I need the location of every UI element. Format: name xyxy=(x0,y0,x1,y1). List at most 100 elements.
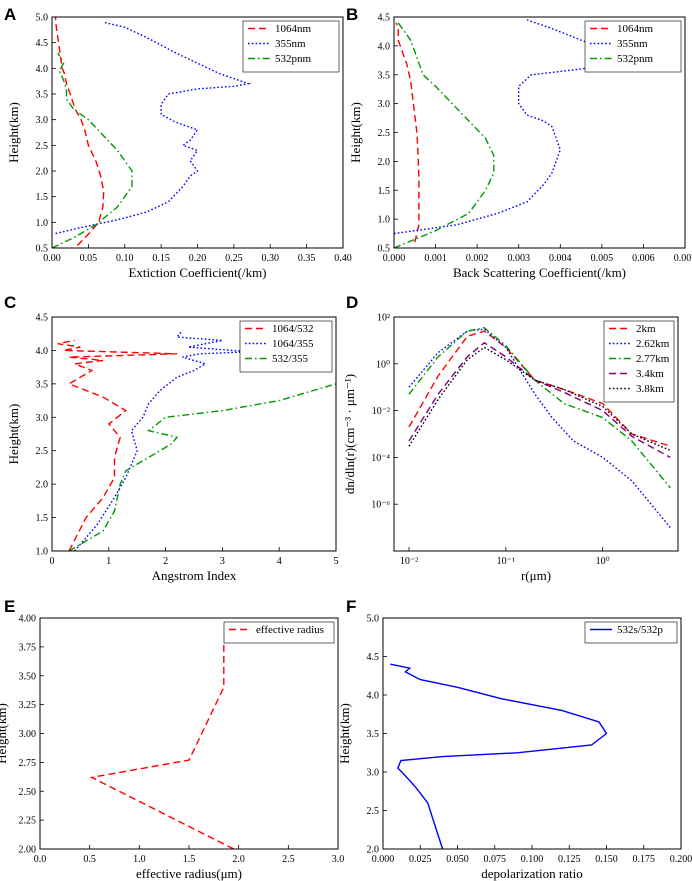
y-tick-label-a-3: 2.0 xyxy=(36,167,49,178)
legend-label-a-1: 355nm xyxy=(275,38,306,50)
y-tick-label-a-6: 3.5 xyxy=(36,90,49,101)
series-line-f-0 xyxy=(390,663,608,849)
chart-a: 0.00 0.05 0.10 0.15 0.20 0.25 0.30 0.35 0.40 0.5 1… xyxy=(6,13,352,281)
y-tick-label-b-4: 2.5 xyxy=(378,128,391,139)
x-tick-label-b-2: 0.002 xyxy=(466,253,489,264)
y-tick-label-a-7: 4.0 xyxy=(36,64,49,75)
legend-b xyxy=(584,20,682,73)
legend-label-b-1: 355nm xyxy=(617,38,648,50)
legend-label-c-0: 1064/532 xyxy=(272,323,314,335)
x-tick-label-f-3: 0.075 xyxy=(484,854,507,865)
x-axis-label-e: effective radius(μm) xyxy=(136,866,242,881)
y-axis-label-f: Height(km) xyxy=(337,703,352,764)
plot-frame-f xyxy=(382,617,682,850)
chart-e: 0.0 0.5 1.0 1.5 2.0 2.5 3.0 2.00 2.25 2.50 2.75 3.0… xyxy=(0,614,344,881)
x-tick-label-c-1: 1 xyxy=(106,556,111,567)
legend-label-a-0: 1064nm xyxy=(275,23,312,35)
legend-label-a-2: 532pnm xyxy=(275,53,312,65)
x-tick-label-a-3: 0.15 xyxy=(152,253,170,264)
y-tick-label-b-7: 4.0 xyxy=(378,41,391,52)
x-tick-label-c-4: 4 xyxy=(277,556,282,567)
x-tick-label-c-2: 2 xyxy=(163,556,168,567)
y-tick-label-e-5: 3.25 xyxy=(19,700,37,711)
x-tick-label-e-0: 0.0 xyxy=(34,854,47,865)
x-tick-label-f-4: 0.100 xyxy=(521,854,544,865)
y-tick-label-a-9: 5.0 xyxy=(36,13,49,24)
legend-label-d-2: 2.77km xyxy=(636,353,670,365)
y-tick-label-a-8: 4.5 xyxy=(36,38,49,49)
legend-label-d-3: 3.4km xyxy=(636,368,664,380)
x-tick-label-b-7: 0.007 xyxy=(674,253,692,264)
legend-label-c-1: 1064/355 xyxy=(272,338,314,350)
y-tick-label-e-1: 2.25 xyxy=(19,816,37,827)
panel-label-f: F xyxy=(346,597,356,616)
y-axis-label-c: Height(km) xyxy=(6,404,21,465)
y-tick-label-d-1: 10⁰ xyxy=(376,359,390,370)
x-axis-label-f: depolarization ratio xyxy=(481,866,582,881)
y-axis-label-b: Height(km) xyxy=(348,102,363,163)
series-line-a-0 xyxy=(54,17,105,246)
x-tick-label-c-0: 0 xyxy=(50,556,55,567)
x-tick-label-e-3: 1.5 xyxy=(183,854,196,865)
series-line-b-2 xyxy=(394,22,495,248)
y-tick-label-c-6: 4.0 xyxy=(36,346,49,357)
y-tick-label-f-3: 3.5 xyxy=(367,729,380,740)
x-tick-label-a-2: 0.10 xyxy=(116,253,134,264)
y-tick-label-c-7: 4.5 xyxy=(36,313,49,324)
y-tick-label-e-4: 3.00 xyxy=(19,729,37,740)
y-tick-label-b-3: 2.0 xyxy=(378,157,391,168)
y-tick-label-c-2: 2.0 xyxy=(36,480,49,491)
y-tick-label-b-1: 1.0 xyxy=(378,215,391,226)
legend-label-d-0: 2km xyxy=(636,323,656,335)
x-tick-label-b-0: 0.000 xyxy=(383,253,406,264)
series-line-b-0 xyxy=(395,22,420,243)
x-tick-label-b-4: 0.004 xyxy=(549,253,572,264)
y-tick-label-e-2: 2.50 xyxy=(19,787,37,798)
x-tick-label-a-1: 0.05 xyxy=(80,253,98,264)
y-tick-label-a-0: 0.5 xyxy=(36,244,49,255)
y-tick-label-f-6: 5.0 xyxy=(367,614,380,625)
y-tick-label-c-4: 3.0 xyxy=(36,413,49,424)
x-tick-label-b-5: 0.005 xyxy=(591,253,614,264)
series-line-c-0 xyxy=(57,339,178,551)
series-line-d-4 xyxy=(408,346,671,452)
y-tick-label-f-0: 2.0 xyxy=(367,845,380,856)
plot-frame-c xyxy=(51,316,337,552)
legend-e xyxy=(223,621,335,644)
x-tick-label-f-8: 0.200 xyxy=(670,854,692,865)
x-tick-label-f-5: 0.125 xyxy=(558,854,581,865)
x-tick-label-f-1: 0.025 xyxy=(409,854,432,865)
plot-frame-d xyxy=(393,316,679,552)
plot-frame-e xyxy=(39,617,339,850)
x-tick-label-b-1: 0.001 xyxy=(424,253,447,264)
y-tick-label-d-3: 10⁻⁴ xyxy=(371,453,390,464)
y-tick-label-b-6: 3.5 xyxy=(378,70,391,81)
series-line-a-1 xyxy=(55,21,252,235)
x-tick-label-a-4: 0.20 xyxy=(189,253,207,264)
y-tick-label-e-6: 3.50 xyxy=(19,671,37,682)
x-tick-label-a-5: 0.25 xyxy=(225,253,243,264)
x-tick-label-e-1: 0.5 xyxy=(83,854,96,865)
legend-label-f-0: 532s/532p xyxy=(617,624,663,636)
series-line-d-0 xyxy=(408,330,671,447)
x-tick-label-f-7: 0.175 xyxy=(633,854,656,865)
x-tick-label-a-7: 0.35 xyxy=(298,253,316,264)
legend-label-b-0: 1064nm xyxy=(617,23,654,35)
y-tick-label-b-5: 3.0 xyxy=(378,99,391,110)
series-line-a-2 xyxy=(52,52,133,248)
y-tick-label-c-0: 1.0 xyxy=(36,547,49,558)
series-line-c-2 xyxy=(68,383,336,551)
legend-label-b-2: 532pnm xyxy=(617,53,654,65)
series-line-e-0 xyxy=(89,641,235,849)
x-axis-label-c: Angstrom Index xyxy=(152,568,237,583)
x-tick-label-f-6: 0.150 xyxy=(595,854,618,865)
y-tick-label-f-2: 3.0 xyxy=(367,768,380,779)
x-tick-label-b-6: 0.006 xyxy=(632,253,655,264)
panel-label-a: A xyxy=(4,5,16,24)
y-axis-label-a: Height(km) xyxy=(6,102,21,163)
chart-c: 0 1 2 3 4 5 1.0 1.5 2.0 2.5 3.0 3.5 4.0 4.5 Angstrom I… xyxy=(6,313,339,584)
y-tick-label-a-1: 1.0 xyxy=(36,218,49,229)
series-line-d-2 xyxy=(408,326,671,489)
x-axis-label-b: Back Scattering Coefficient(/km) xyxy=(453,265,626,280)
